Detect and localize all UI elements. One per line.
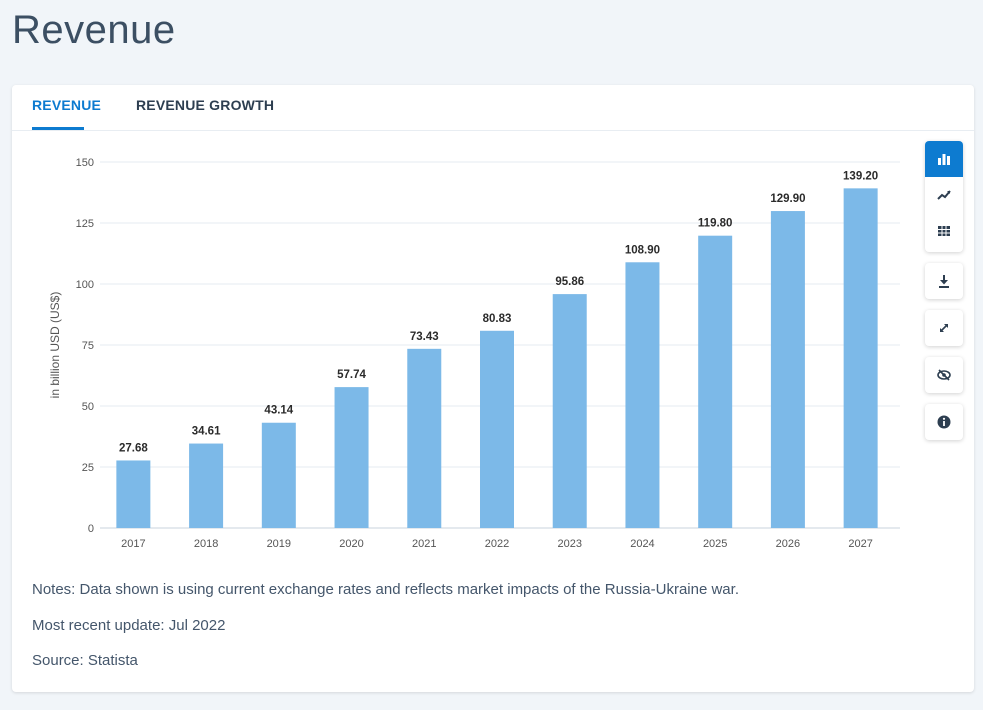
hide-icon[interactable]	[925, 357, 963, 393]
expand-group	[925, 310, 963, 346]
hide-group	[925, 357, 963, 393]
data-label: 57.74	[337, 369, 366, 381]
x-tick-label: 2023	[557, 538, 581, 550]
bar-chart-icon[interactable]	[925, 141, 963, 177]
bar	[552, 294, 587, 528]
bar	[625, 262, 660, 528]
data-labels: 27.68 34.61 43.14 57.74 73.43 80.83 95.86 108.9…	[119, 170, 878, 454]
x-tick-label: 2025	[703, 538, 727, 550]
x-tick-label: 2024	[630, 538, 654, 550]
x-tick-label: 2018	[194, 538, 218, 550]
active-tab-indicator	[32, 127, 84, 130]
data-label: 27.68	[119, 442, 148, 454]
data-label: 73.43	[410, 331, 439, 343]
bar	[116, 460, 151, 528]
revenue-bar-chart: 0 25 50 75 100 125 150 27.68 34.61 43.14 57.74 73.…	[48, 157, 900, 550]
data-label: 129.90	[770, 193, 805, 205]
tab-bar: REVENUE REVENUE GROWTH	[12, 85, 974, 131]
bar	[770, 211, 805, 528]
gridlines	[100, 161, 900, 529]
chart-type-group	[925, 141, 963, 252]
x-tick-label: 2020	[339, 538, 363, 550]
tab-revenue-growth[interactable]: REVENUE GROWTH	[136, 97, 275, 113]
x-axis-ticks: 2017 2018 2019 2020 2021 2022 2023 2024 2025 2026…	[121, 538, 873, 550]
bar	[261, 422, 296, 528]
table-icon[interactable]	[925, 213, 963, 249]
bar	[843, 188, 878, 529]
y-tick-label: 25	[82, 462, 94, 474]
y-axis-ticks: 0 25 50 75 100 125 150	[76, 157, 94, 535]
tab-revenue[interactable]: REVENUE	[32, 97, 102, 113]
bars	[116, 188, 878, 529]
data-label: 80.83	[483, 313, 512, 325]
x-tick-label: 2017	[121, 538, 145, 550]
page-title: Revenue	[12, 8, 176, 52]
info-icon[interactable]	[925, 404, 963, 440]
notes-text: Notes: Data shown is using current excha…	[32, 581, 739, 598]
x-tick-label: 2026	[776, 538, 800, 550]
bar	[480, 330, 514, 528]
x-tick-label: 2027	[848, 538, 872, 550]
data-label: 108.90	[625, 244, 660, 256]
x-tick-label: 2021	[412, 538, 436, 550]
x-tick-label: 2022	[485, 538, 509, 550]
source-text: Source: Statista	[32, 652, 138, 669]
bar	[189, 443, 224, 528]
y-tick-label: 100	[76, 279, 94, 291]
y-tick-label: 0	[88, 523, 94, 535]
data-label: 43.14	[264, 405, 293, 417]
chart-card: REVENUE REVENUE GROWTH 0 25 50 75 100 125 150 …	[12, 85, 974, 692]
y-tick-label: 125	[76, 218, 94, 230]
update-text: Most recent update: Jul 2022	[32, 617, 226, 634]
y-axis-title: in billion USD (US$)	[48, 292, 62, 399]
y-tick-label: 50	[82, 401, 94, 413]
y-tick-label: 150	[76, 157, 94, 169]
x-tick-label: 2019	[267, 538, 291, 550]
data-label: 95.86	[555, 276, 584, 288]
y-tick-label: 75	[82, 340, 94, 352]
line-chart-icon[interactable]	[925, 177, 963, 213]
data-label: 34.61	[192, 426, 221, 438]
info-group	[925, 404, 963, 440]
bar	[334, 387, 369, 528]
expand-icon[interactable]	[925, 310, 963, 346]
bar	[407, 348, 442, 528]
download-group	[925, 263, 963, 299]
data-label: 139.20	[843, 170, 878, 182]
download-icon[interactable]	[925, 263, 963, 299]
data-label: 119.80	[698, 218, 733, 230]
bar	[698, 235, 733, 529]
